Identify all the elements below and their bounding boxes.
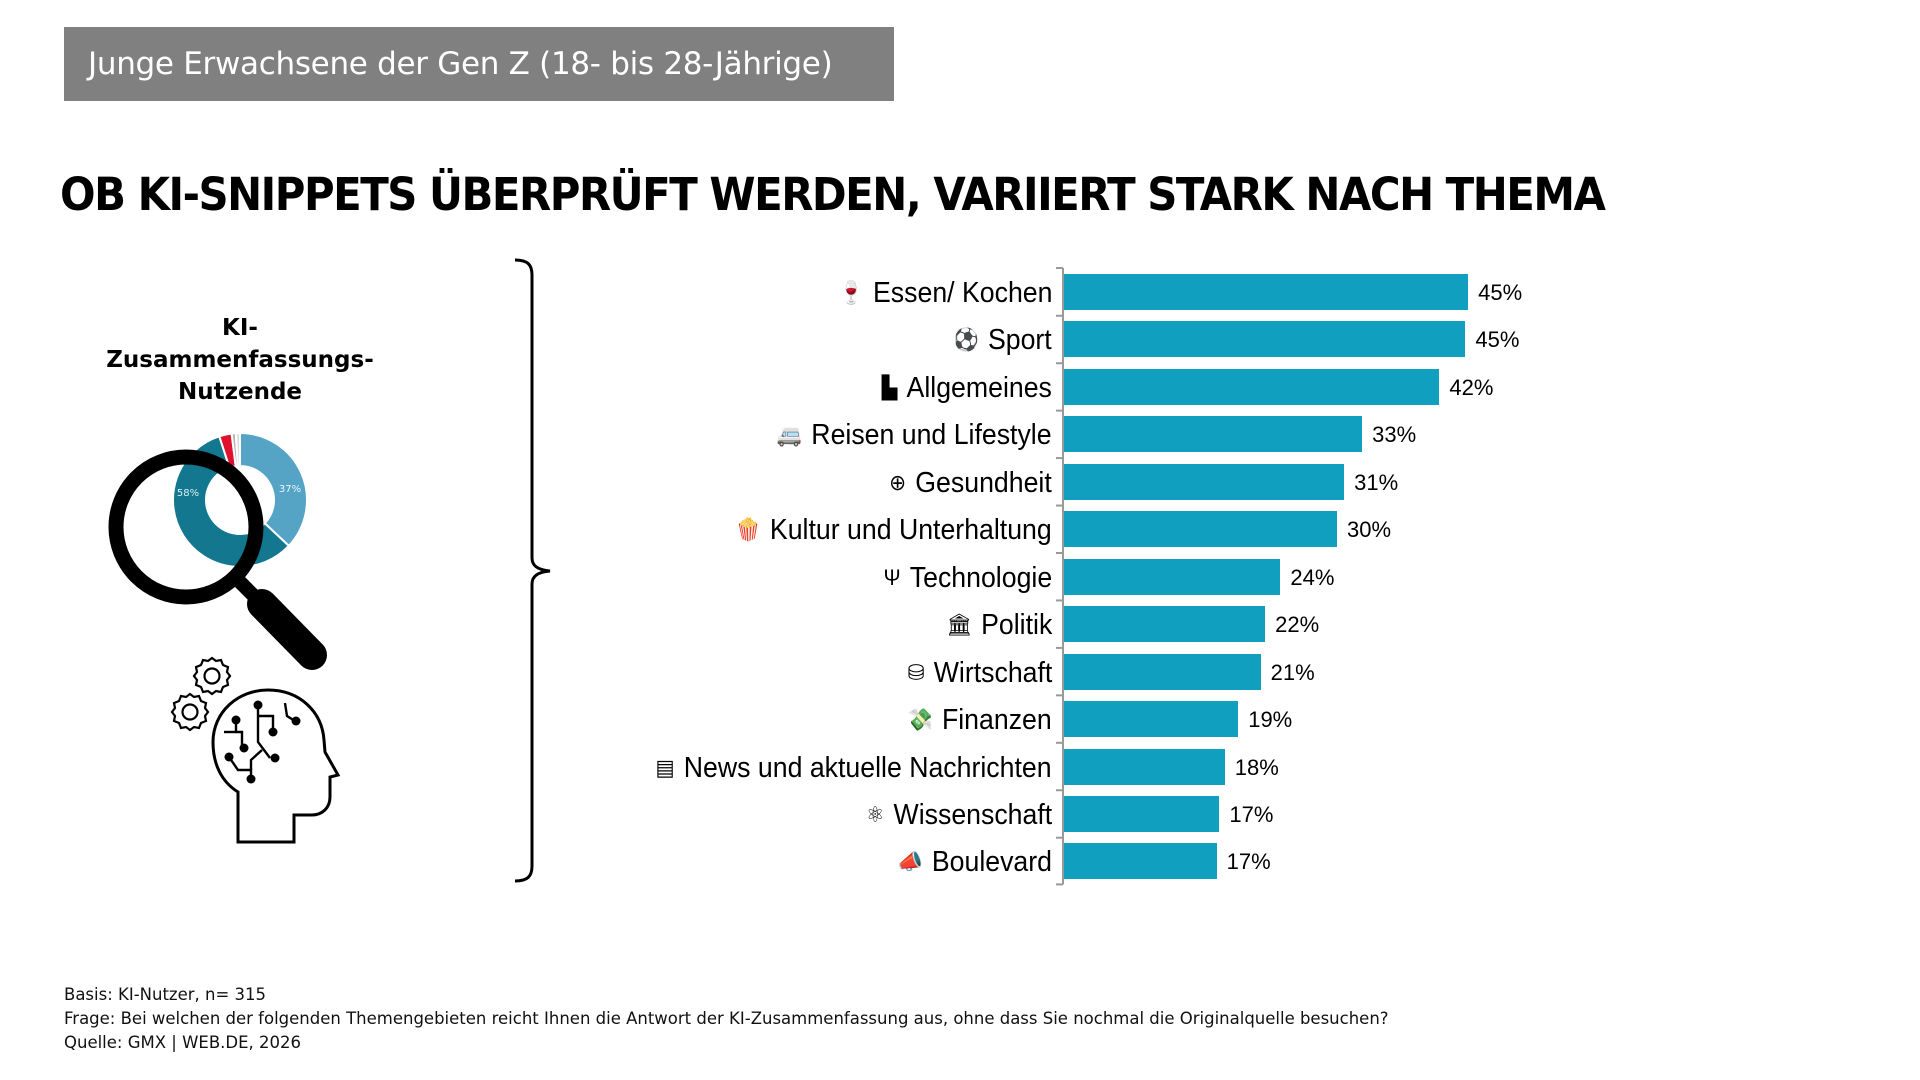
- bar: [1064, 701, 1239, 738]
- value-label: 30%: [1346, 517, 1392, 543]
- category-label: ▙ Allgemeines: [882, 370, 1052, 406]
- category-label: ⊕ Gesundheit: [889, 465, 1052, 501]
- category-label: 🏛 Politik: [946, 607, 1052, 643]
- category-axis: [1056, 267, 1064, 886]
- government-building-icon: 🏛: [945, 612, 972, 638]
- value-label: 17%: [1226, 849, 1271, 875]
- bar: [1064, 795, 1220, 832]
- donut-label-37: 37%: [279, 484, 301, 495]
- donut-segment: [234, 431, 241, 468]
- value-label: 33%: [1372, 422, 1417, 448]
- bar: [1064, 416, 1363, 453]
- value-label: 18%: [1234, 754, 1279, 780]
- value-label: 45%: [1478, 280, 1523, 305]
- value-label: 45%: [1475, 327, 1520, 353]
- bar: [1064, 274, 1469, 310]
- value-label: 21%: [1270, 659, 1315, 685]
- footnote-question: Frage: Bei welchen der folgenden Themeng…: [64, 1009, 1389, 1028]
- plus-circle-icon: ⊕: [889, 469, 907, 495]
- soccer-ball-icon: ⚽: [953, 327, 980, 353]
- van-icon: 🚐: [777, 422, 803, 448]
- category-label: ▤ News und aktuelle Nachrichten: [656, 750, 1052, 786]
- popcorn-icon: 🍿: [735, 517, 761, 543]
- bar: [1064, 558, 1281, 595]
- usb-icon: Ψ: [883, 564, 901, 590]
- value-label: 17%: [1229, 801, 1274, 827]
- value-label: 19%: [1248, 707, 1293, 733]
- category-label: 🍿 Kultur und Unterhaltung: [736, 512, 1052, 548]
- category-text: Boulevard: [931, 846, 1052, 879]
- category-label: ⚽ Sport: [954, 322, 1052, 358]
- category-text: Finanzen: [942, 704, 1052, 737]
- coins-icon: ⛁: [907, 659, 925, 685]
- category-text: Wissenschaft: [893, 798, 1052, 831]
- donut-label-58: 58%: [177, 488, 199, 499]
- bar: [1064, 843, 1217, 880]
- left-panel-heading: KI- Zusammenfassungs- Nutzende: [90, 312, 390, 408]
- footnote-basis: Basis: KI-Nutzer, n= 315: [64, 985, 267, 1004]
- page-title: OB KI-SNIPPETS ÜBERPRÜFT WERDEN, VARIIER…: [60, 168, 1606, 221]
- bar: [1064, 511, 1337, 548]
- bar: [1064, 368, 1440, 405]
- category-text: Reisen und Lifestyle: [811, 419, 1052, 452]
- magnifier-icon: [108, 449, 327, 670]
- category-text: Sport: [988, 324, 1052, 357]
- category-text: Technologie: [909, 561, 1052, 594]
- value-label: 22%: [1275, 612, 1320, 638]
- category-text: Wirtschaft: [933, 656, 1052, 689]
- category-text: News und aktuelle Nachrichten: [684, 751, 1052, 784]
- bar: [1064, 321, 1466, 358]
- audience-banner: Junge Erwachsene der Gen Z (18- bis 28-J…: [64, 27, 894, 101]
- category-label: ⚛ Wissenschaft: [866, 797, 1052, 833]
- value-label: 31%: [1354, 469, 1399, 495]
- value-label: 24%: [1290, 564, 1335, 590]
- category-label: 💸 Finanzen: [908, 702, 1052, 738]
- desk-icon: ▙: [881, 374, 898, 400]
- category-label: 🍷 Essen/ Kochen: [838, 275, 1052, 311]
- bar: [1064, 748, 1225, 785]
- category-text: Allgemeines: [906, 371, 1052, 404]
- ai-head-icon: [211, 688, 341, 844]
- category-label: Ψ Technologie: [883, 560, 1052, 596]
- grouping-brace: [514, 258, 551, 883]
- footnote-source: Quelle: GMX | WEB.DE, 2026: [64, 1033, 302, 1052]
- category-text: Politik: [980, 609, 1052, 642]
- gears-icon: [170, 656, 232, 732]
- heading-line: KI-: [222, 315, 258, 341]
- newspaper-icon: ▤: [655, 754, 676, 780]
- bar: [1064, 463, 1345, 500]
- category-text: Essen/ Kochen: [872, 277, 1052, 309]
- category-label: ⛁ Wirtschaft: [907, 655, 1052, 691]
- science-head-icon: ⚛: [865, 801, 885, 827]
- category-label: 📣 Boulevard: [897, 844, 1052, 880]
- bar: [1064, 606, 1266, 643]
- category-text: Kultur und Unterhaltung: [770, 514, 1052, 547]
- megaphone-icon: 📣: [897, 849, 923, 875]
- donut-segment: [239, 431, 308, 548]
- dining-icon: 🍷: [838, 280, 864, 305]
- bar: [1064, 653, 1261, 690]
- value-label: 42%: [1449, 374, 1494, 400]
- flying-money-icon: 💸: [907, 707, 934, 733]
- category-text: Gesundheit: [915, 466, 1052, 499]
- heading-line: Zusammenfassungs-: [106, 347, 374, 373]
- footnote: Basis: KI-Nutzer, n= 315 Frage: Bei welc…: [64, 983, 1389, 1055]
- category-label: 🚐 Reisen und Lifestyle: [777, 417, 1052, 453]
- heading-line: Nutzende: [177, 379, 303, 405]
